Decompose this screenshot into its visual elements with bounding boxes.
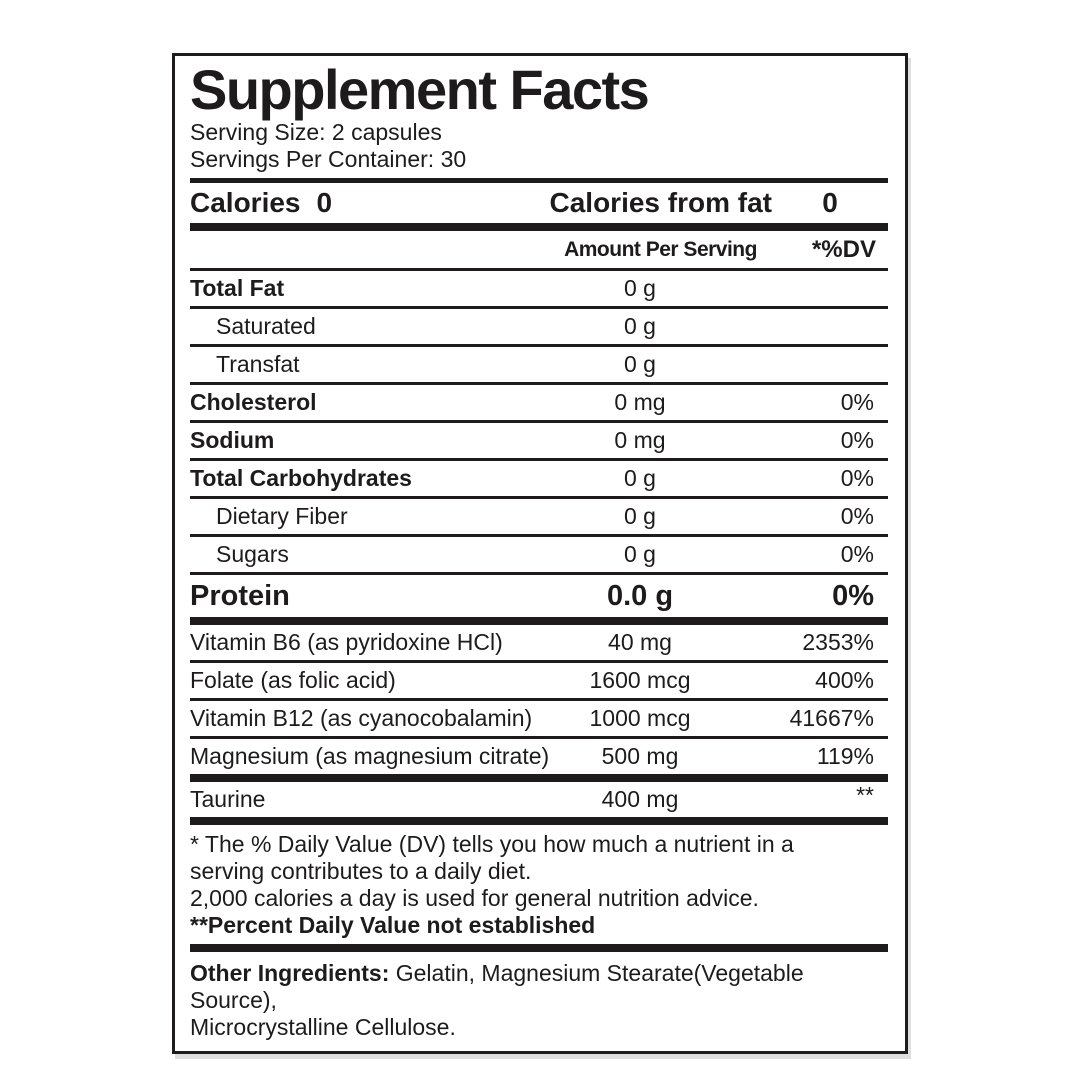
calories-value: 0 (316, 187, 333, 218)
footnote-dv-line1: * The % Daily Value (DV) tells you how m… (190, 831, 794, 857)
nutrient-row: Total Fat 0 g (190, 271, 888, 306)
calories-label: Calories (190, 187, 301, 218)
nutrient-row: Dietary Fiber 0 g 0% (190, 499, 888, 534)
row-divider (190, 420, 888, 423)
nutrient-name: Saturated (216, 313, 316, 339)
row-divider (190, 736, 888, 739)
serving-size: Serving Size: 2 capsules (190, 119, 442, 145)
nutrient-dv: 0% (832, 580, 874, 612)
footnote-dv-line2: serving contributes to a daily diet. (190, 858, 532, 884)
calories-from-fat-label: Calories from fat (549, 187, 773, 218)
calories-row: Calories 0 Calories from fat 0 (190, 183, 888, 223)
nutrient-row: Taurine 400 mg ** (190, 782, 888, 817)
nutrient-row: Vitamin B6 (as pyridoxine HCl) 40 mg 2353% (190, 625, 888, 660)
other-ingredients-line1: Other Ingredients: Gelatin, Magnesium St… (190, 960, 888, 1014)
row-divider (190, 306, 888, 309)
other-ingredients: Other Ingredients: Gelatin, Magnesium St… (190, 952, 888, 1041)
divider-header (190, 268, 888, 271)
nutrient-name: Vitamin B6 (as pyridoxine HCl) (190, 629, 503, 655)
divider-serving (190, 178, 888, 183)
nutrient-name: Transfat (216, 351, 300, 377)
nutrient-name: Sugars (216, 541, 289, 567)
other-ingredients-label: Other Ingredients: (190, 960, 390, 986)
divider-calories (190, 223, 888, 231)
nutrient-dv: 400% (815, 667, 874, 693)
nutrient-dv: ** (856, 782, 874, 808)
nutrient-name: Vitamin B12 (as cyanocobalamin) (190, 705, 533, 731)
nutrient-name: Dietary Fiber (216, 503, 348, 529)
amount-per-serving-header: Amount Per Serving (564, 237, 757, 261)
nutrient-amount: 1600 mcg (589, 667, 691, 693)
nutrient-amount: 1000 mcg (589, 705, 691, 731)
footnote-calories: 2,000 calories a day is used for general… (190, 885, 759, 911)
nutrient-name: Folate (as folic acid) (190, 667, 396, 693)
nutrient-amount: 0 mg (614, 427, 666, 453)
nutrient-amount: 400 mg (601, 786, 679, 812)
nutrient-name: Magnesium (as magnesium citrate) (190, 743, 550, 769)
row-divider (190, 496, 888, 499)
nutrient-row: Total Carbohydrates 0 g 0% (190, 461, 888, 496)
nutrient-amount: 0 g (624, 465, 656, 491)
nutrient-row: Saturated 0 g (190, 309, 888, 344)
nutrient-rows: Total Fat 0 g Saturated 0 g Transfat 0 g Chole… (190, 271, 888, 825)
supplement-facts-panel: Supplement Facts Serving Size: 2 capsule… (172, 53, 908, 1054)
nutrient-row: Sodium 0 mg 0% (190, 423, 888, 458)
nutrient-amount: 40 mg (608, 629, 672, 655)
nutrient-amount: 500 mg (601, 743, 679, 769)
nutrient-name: Total Fat (190, 275, 285, 301)
nutrient-amount: 0 mg (614, 389, 666, 415)
nutrient-name: Total Carbohydrates (190, 465, 412, 491)
nutrient-row: Transfat 0 g (190, 347, 888, 382)
other-ingredients-text: Gelatin, Magnesium Stearate(Vegetable So… (190, 960, 804, 1013)
nutrient-row: Sugars 0 g 0% (190, 537, 888, 572)
column-header-row: Amount Per Serving *%DV (190, 231, 888, 268)
row-divider (190, 572, 888, 575)
row-divider (190, 534, 888, 537)
facts-title: Supplement Facts (190, 58, 650, 121)
nutrient-amount: 0 g (624, 351, 656, 377)
row-divider (190, 344, 888, 347)
nutrient-dv: 0% (840, 427, 874, 453)
calories-from-fat-value: 0 (822, 187, 838, 218)
row-divider (190, 698, 888, 701)
nutrient-dv: 0% (840, 389, 874, 415)
nutrient-row: Cholesterol 0 mg 0% (190, 385, 888, 420)
nutrient-name: Sodium (190, 427, 275, 453)
nutrient-dv: 119% (816, 743, 874, 769)
nutrient-dv: 2353% (802, 629, 874, 655)
nutrient-amount: 0 g (624, 503, 656, 529)
nutrient-dv: 41667% (789, 705, 874, 731)
nutrient-name: Protein (190, 580, 290, 612)
nutrient-row: Folate (as folic acid) 1600 mcg 400% (190, 663, 888, 698)
row-divider (190, 458, 888, 461)
nutrient-name: Cholesterol (190, 389, 317, 415)
nutrient-dv: 0% (840, 465, 874, 491)
row-divider (190, 660, 888, 663)
row-divider (190, 617, 888, 625)
row-divider (190, 382, 888, 385)
nutrient-row: Vitamin B12 (as cyanocobalamin) 1000 mcg 4… (190, 701, 888, 736)
nutrient-dv: 0% (840, 503, 874, 529)
nutrient-amount: 0.0 g (606, 580, 674, 612)
row-divider (190, 817, 888, 825)
divider-footnote (190, 944, 888, 952)
nutrient-row: Magnesium (as magnesium citrate) 500 mg 11… (190, 739, 888, 774)
footnote-not-established: **Percent Daily Value not established (190, 912, 596, 938)
nutrient-dv: 0% (840, 541, 874, 567)
nutrient-amount: 0 g (624, 275, 656, 301)
daily-value-header: *%DV (811, 235, 876, 263)
nutrient-row: Protein 0.0 g 0% (190, 575, 888, 617)
nutrient-name: Taurine (190, 786, 266, 812)
nutrient-amount: 0 g (624, 541, 656, 567)
row-divider (190, 774, 888, 782)
nutrient-amount: 0 g (624, 313, 656, 339)
footnotes: * The % Daily Value (DV) tells you how m… (190, 825, 888, 944)
other-ingredients-line2: Microcrystalline Cellulose. (190, 1014, 456, 1040)
servings-per-container: Servings Per Container: 30 (190, 146, 467, 172)
